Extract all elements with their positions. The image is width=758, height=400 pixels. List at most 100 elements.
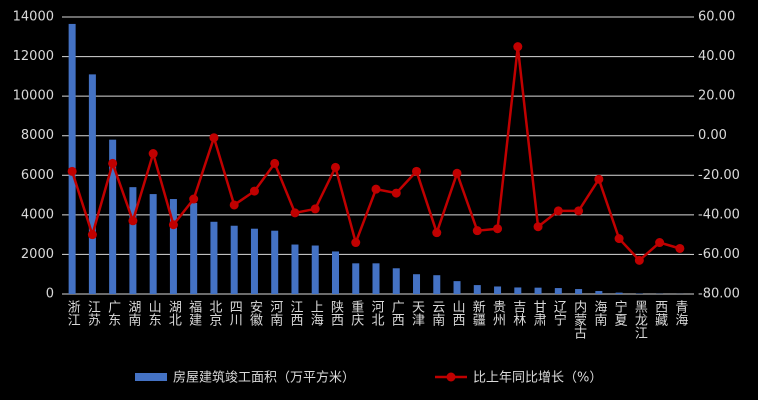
line-marker	[310, 204, 320, 214]
x-tick-label: 广东	[105, 300, 121, 326]
bar	[575, 289, 583, 294]
x-tick-label: 甘肃	[531, 300, 547, 326]
x-tick-label: 海南	[591, 300, 607, 326]
line-marker	[290, 208, 300, 218]
x-tick-label: 云南	[429, 300, 445, 326]
x-tick-label: 贵州	[490, 300, 506, 326]
line-marker	[351, 238, 361, 248]
bar	[149, 194, 157, 294]
line-marker	[493, 224, 503, 234]
line-marker	[209, 133, 219, 143]
bar	[250, 228, 258, 294]
y2-tick-label: 20.00	[698, 89, 735, 104]
x-tick-label: 陕西	[328, 300, 344, 326]
y2-tick-label: 60.00	[698, 10, 735, 25]
x-tick-label: 河北	[369, 300, 385, 327]
bar	[311, 245, 319, 294]
bar	[494, 286, 502, 294]
y2-tick-label: 40.00	[698, 49, 735, 64]
y-tick-label: 12000	[13, 49, 54, 64]
y2-tick-label: -20.00	[698, 168, 740, 183]
x-tick-label: 山东	[146, 300, 162, 326]
line-marker	[108, 158, 118, 168]
bar	[352, 263, 360, 294]
x-tick-label: 广西	[389, 300, 405, 326]
x-tick-label: 天津	[409, 300, 425, 326]
x-tick-label: 四川	[227, 300, 243, 326]
y2-tick-label: -80.00	[698, 287, 740, 302]
x-tick-label: 福建	[186, 300, 202, 327]
y-tick-label: 2000	[21, 247, 54, 262]
x-tick-label: 青海	[672, 300, 688, 326]
line-marker	[655, 238, 665, 248]
x-tick-label: 内蒙古	[571, 299, 587, 339]
x-tick-label: 湖北	[166, 300, 182, 327]
line-marker	[452, 168, 462, 178]
line-marker	[614, 234, 624, 244]
legend-swatch	[446, 372, 456, 382]
x-tick-label: 江西	[287, 300, 303, 326]
line-marker	[634, 255, 644, 265]
line-marker	[189, 194, 199, 204]
x-tick-label: 湖南	[125, 300, 141, 326]
x-tick-label: 安徽	[247, 300, 262, 326]
bar	[453, 281, 461, 294]
line-marker	[371, 184, 381, 194]
x-tick-label: 浙江	[65, 300, 81, 326]
line-marker	[432, 228, 442, 238]
x-tick-label: 新疆	[470, 299, 486, 326]
bar	[129, 187, 137, 294]
legend-swatch	[135, 373, 167, 381]
legend-label: 房屋建筑竣工面积（万平方米）	[173, 370, 355, 386]
line	[70, 46, 681, 263]
legend-label: 比上年同比增长（%）	[473, 371, 602, 386]
x-tick-label: 重庆	[348, 299, 364, 326]
x-tick-label: 西藏	[652, 300, 668, 326]
bar	[372, 263, 380, 294]
bar	[169, 199, 177, 294]
bar	[554, 288, 562, 294]
x-tick-label: 北京	[206, 300, 222, 326]
line-marker	[270, 158, 280, 168]
line-marker	[229, 200, 239, 210]
bar	[473, 285, 481, 294]
y-tick-label: 0	[46, 287, 54, 302]
bar	[433, 275, 441, 294]
bar	[271, 230, 279, 294]
x-tick-label: 山西	[450, 300, 466, 326]
y-tick-label: 8000	[21, 128, 54, 143]
line-marker	[513, 42, 523, 52]
bar	[514, 287, 522, 294]
y-tick-label: 14000	[13, 10, 54, 25]
line-marker	[128, 216, 138, 226]
x-tick-label: 吉林	[510, 300, 526, 326]
line-marker	[148, 149, 158, 159]
bar	[88, 74, 96, 294]
line-marker	[168, 220, 178, 230]
bar	[109, 139, 117, 294]
bar	[68, 23, 76, 295]
line-marker	[87, 230, 97, 240]
bar	[534, 287, 542, 294]
bar	[210, 221, 218, 294]
y-tick-label: 10000	[13, 89, 54, 104]
line-marker	[391, 188, 401, 198]
line-marker	[675, 243, 685, 253]
x-tick-label: 河南	[267, 300, 283, 326]
bar	[230, 225, 238, 294]
line-marker	[574, 206, 584, 216]
y-tick-label: 6000	[21, 168, 54, 183]
line-marker	[553, 206, 563, 216]
line-marker	[533, 222, 543, 232]
line-marker	[472, 226, 482, 236]
line-marker	[330, 162, 340, 172]
x-tick-label: 江苏	[85, 300, 101, 326]
bar	[413, 274, 421, 294]
x-tick-label: 宁夏	[612, 299, 628, 326]
bar	[392, 268, 400, 294]
bar	[190, 202, 198, 294]
line-marker	[67, 166, 77, 176]
x-tick-label: 上海	[308, 300, 324, 326]
bar	[291, 244, 299, 294]
y2-tick-label: -40.00	[698, 207, 740, 222]
